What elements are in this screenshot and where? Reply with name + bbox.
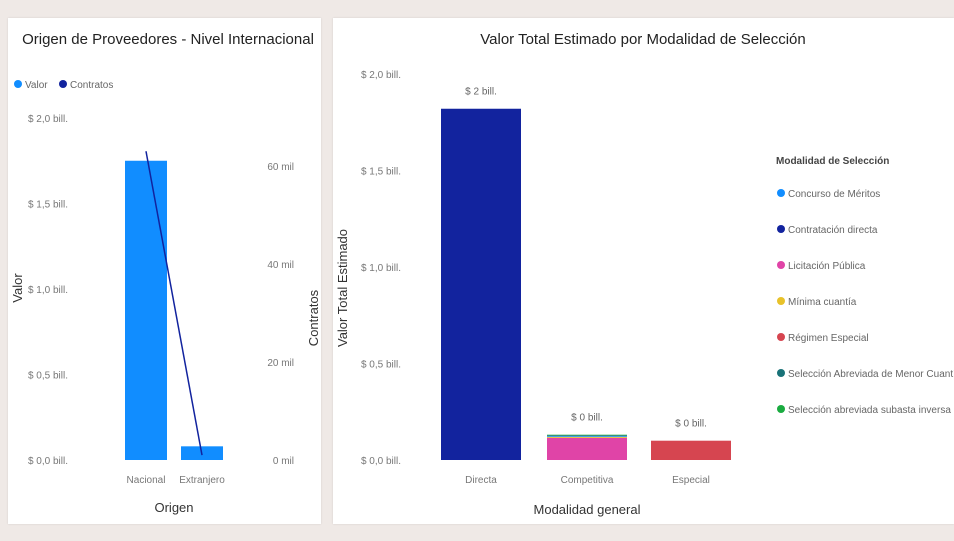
chart-title: Origen de Proveedores - Nivel Internacio… <box>22 31 314 48</box>
y2-tick-label: 20 mil <box>267 358 294 369</box>
legend-marker-valor <box>14 80 22 88</box>
chart-origen-proveedores: Origen de Proveedores - Nivel Internacio… <box>10 31 321 515</box>
legend-marker <box>777 333 785 341</box>
legend-title: Modalidad de Selección <box>776 156 889 167</box>
data-label: $ 0 bill. <box>571 413 603 424</box>
bar-segment-directa <box>441 108 521 461</box>
legend-label: Contratación directa <box>788 225 878 236</box>
legend-marker <box>777 261 785 269</box>
bar-nacional <box>125 160 167 460</box>
legend-label: Concurso de Méritos <box>788 189 880 200</box>
y-tick-label: $ 0,0 bill. <box>361 456 401 467</box>
legend-label-contratos: Contratos <box>70 80 113 91</box>
x-tick-label: Competitiva <box>561 475 614 486</box>
legend-label: Licitación Pública <box>788 261 866 272</box>
bar-segment-competitiva <box>547 434 627 436</box>
bar-segment-competitiva <box>547 437 627 460</box>
chart-panel-modalidad: Valor Total Estimado por Modalidad de Se… <box>333 18 954 524</box>
x-tick-label: Nacional <box>127 475 166 486</box>
legend-label: Selección abreviada subasta inversa <box>788 405 951 416</box>
bar-segment-competitiva <box>547 436 627 438</box>
y2-axis-title: Contratos <box>306 289 321 346</box>
y-axis-title: Valor Total Estimado <box>335 229 350 347</box>
x-tick-label: Especial <box>672 475 710 486</box>
bar-segment-competitiva <box>547 435 627 437</box>
legend-marker <box>777 225 785 233</box>
data-label: $ 0 bill. <box>675 419 707 430</box>
y-tick-label: $ 0,0 bill. <box>28 456 68 467</box>
legend-label: Régimen Especial <box>788 333 869 344</box>
legend-label: Mínima cuantía <box>788 297 857 308</box>
y-axis-title: Valor <box>10 273 25 303</box>
data-label: $ 2 bill. <box>465 87 497 98</box>
legend-marker <box>777 405 785 413</box>
x-axis-title: Modalidad general <box>534 502 641 517</box>
y-tick-label: $ 1,5 bill. <box>361 167 401 178</box>
legend-marker <box>777 369 785 377</box>
y-tick-label: $ 1,0 bill. <box>28 285 68 296</box>
line-contratos <box>145 151 203 456</box>
y-tick-label: $ 1,5 bill. <box>28 200 68 211</box>
y-tick-label: $ 2,0 bill. <box>361 70 401 81</box>
legend-label: Selección Abreviada de Menor Cuantía <box>788 369 954 380</box>
legend-marker-contratos <box>59 80 67 88</box>
y2-tick-label: 0 mil <box>273 456 294 467</box>
chart-panel-origen: Origen de Proveedores - Nivel Internacio… <box>8 18 321 524</box>
chart-valor-modalidad: Valor Total Estimado por Modalidad de Se… <box>335 31 954 517</box>
bar-segment-especial <box>651 440 731 460</box>
x-axis-title: Origen <box>154 500 193 515</box>
chart-title: Valor Total Estimado por Modalidad de Se… <box>480 31 805 48</box>
y2-tick-label: 40 mil <box>267 260 294 271</box>
y-tick-label: $ 2,0 bill. <box>28 114 68 125</box>
y-tick-label: $ 1,0 bill. <box>361 263 401 274</box>
legend-marker <box>777 297 785 305</box>
y2-tick-label: 60 mil <box>267 162 294 173</box>
x-tick-label: Directa <box>465 475 497 486</box>
legend-label-valor: Valor <box>25 80 48 91</box>
bar-segment-competitiva <box>547 436 627 437</box>
y-tick-label: $ 0,5 bill. <box>28 371 68 382</box>
x-tick-label: Extranjero <box>179 475 225 486</box>
legend-marker <box>777 189 785 197</box>
y-tick-label: $ 0,5 bill. <box>361 360 401 371</box>
